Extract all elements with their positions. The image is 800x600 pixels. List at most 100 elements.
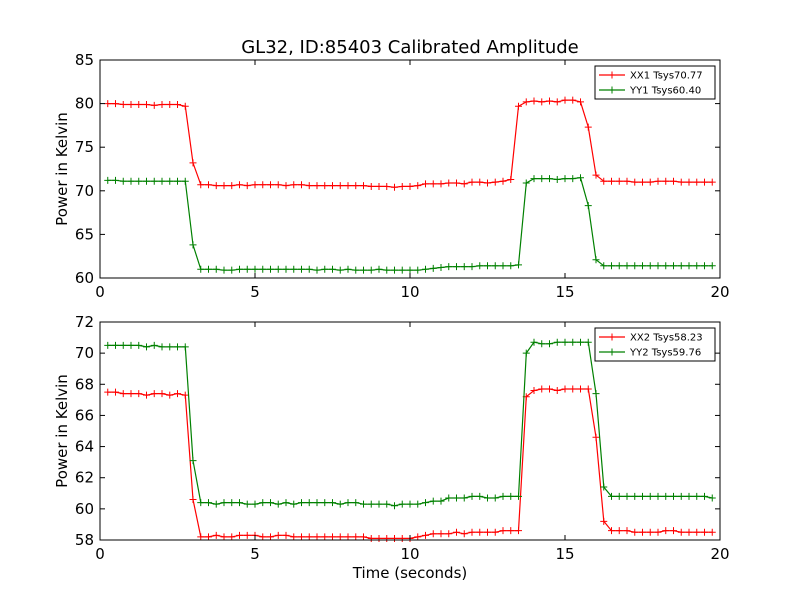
data-point (212, 500, 220, 508)
data-point (639, 262, 646, 270)
data-point (491, 262, 499, 270)
data-point (391, 266, 398, 274)
data-point (584, 123, 592, 131)
data-point (274, 181, 282, 189)
data-point (313, 266, 321, 274)
data-point (166, 177, 174, 185)
data-point (282, 265, 290, 273)
data-point (600, 177, 608, 185)
y-tick-label: 70 (75, 182, 94, 200)
data-point (298, 181, 305, 189)
data-point (569, 385, 577, 393)
data-point (515, 527, 522, 535)
data-point (267, 181, 274, 189)
data-point (553, 338, 561, 346)
data-point (453, 179, 460, 187)
data-point (212, 531, 220, 539)
data-point (150, 390, 158, 398)
data-point (530, 175, 538, 183)
data-point (336, 500, 344, 508)
y-tick-label: 70 (75, 344, 94, 362)
data-point (189, 457, 197, 465)
data-point (119, 100, 127, 108)
data-point (615, 492, 623, 500)
data-point (670, 492, 677, 500)
data-point (662, 177, 670, 185)
data-point (476, 528, 484, 536)
data-point (158, 100, 166, 108)
data-point (228, 499, 236, 507)
data-point (282, 531, 290, 539)
data-point (197, 533, 205, 541)
data-point (561, 385, 569, 393)
data-point (174, 343, 181, 351)
data-point (654, 492, 662, 500)
data-point (375, 265, 383, 273)
data-point (197, 265, 205, 273)
data-point (631, 178, 639, 186)
data-point (600, 483, 608, 491)
y-tick-label: 65 (75, 225, 94, 243)
y-tick-label: 62 (75, 469, 94, 487)
y-tick-label: 85 (75, 51, 94, 69)
data-point (375, 534, 383, 542)
data-point (197, 499, 205, 507)
data-point (336, 182, 344, 190)
data-point (360, 266, 367, 274)
data-point (391, 183, 398, 191)
data-point (701, 528, 708, 536)
data-point (259, 533, 267, 541)
data-point (398, 266, 406, 274)
data-point (662, 492, 670, 500)
data-point (352, 533, 360, 541)
data-point (608, 527, 615, 535)
data-point (677, 262, 685, 270)
data-point (445, 179, 453, 187)
data-point (577, 385, 584, 393)
x-tick-label: 0 (95, 545, 105, 563)
data-point (569, 338, 577, 346)
data-point (499, 492, 507, 500)
data-point (670, 527, 677, 535)
data-point (282, 499, 290, 507)
data-point (274, 265, 282, 273)
legend-marker (608, 348, 616, 356)
data-point (569, 96, 577, 104)
data-point (367, 266, 375, 274)
data-point (305, 533, 313, 541)
data-point (313, 499, 321, 507)
data-point (104, 176, 112, 184)
data-point (631, 262, 639, 270)
data-point (205, 265, 212, 273)
data-point (484, 179, 491, 187)
data-point (305, 499, 313, 507)
data-point (143, 391, 150, 399)
legend-label: YY2 Tsys59.76 (629, 348, 701, 359)
data-point (654, 528, 662, 536)
data-point (662, 262, 670, 270)
data-point (313, 533, 321, 541)
data-point (119, 341, 127, 349)
data-point (143, 177, 150, 185)
data-point (189, 159, 197, 167)
data-point (127, 177, 135, 185)
data-point (127, 100, 135, 108)
data-point (220, 499, 228, 507)
data-point (251, 500, 259, 508)
data-point (243, 265, 251, 273)
data-point (212, 265, 220, 273)
data-point (422, 499, 429, 507)
data-point (515, 261, 522, 269)
data-point (685, 528, 693, 536)
data-point (600, 517, 608, 525)
data-point (453, 528, 460, 536)
data-point (220, 266, 228, 274)
data-point (670, 262, 677, 270)
data-point (150, 101, 158, 109)
data-point (267, 499, 274, 507)
data-point (701, 178, 708, 186)
x-tick-label: 15 (555, 283, 574, 301)
series-line (107, 177, 713, 271)
data-point (538, 340, 546, 348)
